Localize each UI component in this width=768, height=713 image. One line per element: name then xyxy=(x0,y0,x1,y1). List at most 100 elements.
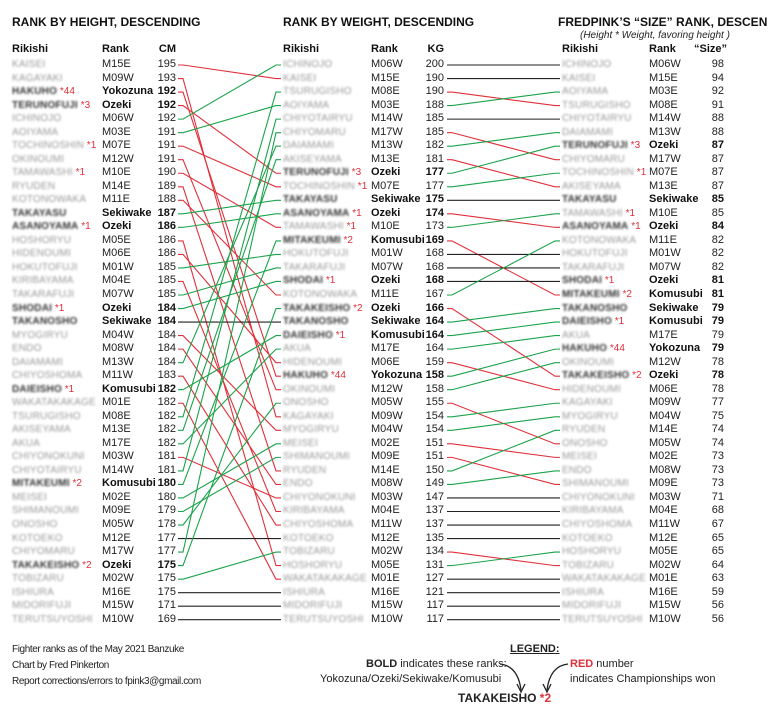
rank-change-line xyxy=(447,429,560,472)
rikishi-name: KAGAYAKI xyxy=(562,396,613,409)
rikishi-name: ICHINOJO xyxy=(12,112,61,125)
rikishi-name-text: KAISEI xyxy=(12,59,46,70)
rikishi-name-text: TAKANOSHO xyxy=(12,316,78,328)
rikishi-name-text: KOTONOWAKA xyxy=(283,289,358,300)
rank-change-line xyxy=(178,335,281,431)
rikishi-rank: M03E xyxy=(102,125,131,138)
rikishi-rank: M04E xyxy=(649,504,678,517)
rikishi-name-text: HAKUHO xyxy=(283,370,329,382)
rank-change-line xyxy=(178,240,281,567)
rank-change-line xyxy=(178,348,281,485)
rikishi-value: 154 xyxy=(425,423,444,436)
rikishi-rank: M07W xyxy=(649,260,681,273)
rikishi-rank: Ozeki xyxy=(102,301,132,314)
rikishi-value: 71 xyxy=(711,490,724,503)
rikishi-value: 181 xyxy=(157,463,176,476)
rikishi-name-text: CHIYOSHOMA xyxy=(562,519,633,531)
rikishi-name: RYUDEN xyxy=(283,464,326,477)
rikishi-value: 168 xyxy=(425,274,444,287)
rikishi-rank: Ozeki xyxy=(371,301,401,314)
championships-count: *44 xyxy=(57,86,75,98)
rikishi-rank: M04W xyxy=(371,423,403,436)
rikishi-name-text: AOIYAMA xyxy=(283,99,330,111)
rikishi-value: 164 xyxy=(425,342,444,355)
rikishi-rank: M07W xyxy=(371,260,403,273)
championships-count: *1 xyxy=(61,383,75,395)
rikishi-name: CHIYOMARU xyxy=(12,545,75,558)
rikishi-name-text: TAKAYASU xyxy=(12,207,67,219)
rikishi-name: AKISEYAMA xyxy=(562,180,621,193)
rikishi-rank: M07E xyxy=(649,166,678,179)
rikishi-name: CHIYOSHOMA xyxy=(562,518,632,531)
rikishi-name: DAIEISHO *1 xyxy=(283,329,345,342)
rikishi-rank: M03W xyxy=(649,490,681,503)
legend-title: LEGEND: xyxy=(510,643,560,655)
rikishi-name: OKINOUMI xyxy=(283,383,335,396)
rikishi-value: 168 xyxy=(425,260,444,273)
rikishi-value: 192 xyxy=(157,112,176,125)
panel-subtitle: (Height * Weight, favoring height ) xyxy=(580,30,730,41)
rikishi-name-text: TOBIZARU xyxy=(12,573,64,585)
legend-red-word: RED xyxy=(570,658,594,670)
rikishi-value: 192 xyxy=(157,98,176,111)
rikishi-rank: M04E xyxy=(371,504,400,517)
rank-change-line xyxy=(178,402,281,580)
rikishi-name: WAKATAKAKAGE xyxy=(12,396,96,409)
rikishi-value: 189 xyxy=(157,179,176,192)
rikishi-name-text: HAKUHO xyxy=(562,343,608,355)
rikishi-name: ICHINOJO xyxy=(283,58,332,71)
rikishi-name-text: HAKUHO xyxy=(12,86,58,98)
rikishi-rank: M04W xyxy=(102,328,134,341)
rikishi-name-text: KIRIBAYAMA xyxy=(283,505,345,517)
rikishi-name-text: DAIAMAMI xyxy=(283,140,335,152)
rikishi-name-text: MITAKEUMI xyxy=(283,234,341,246)
championships-count: *1 xyxy=(52,302,65,314)
rikishi-rank: M05E xyxy=(649,545,678,558)
rank-change-line xyxy=(178,118,281,472)
rikishi-rank: M17E xyxy=(649,328,678,341)
header-value: KG xyxy=(427,43,445,55)
championships-count: *3 xyxy=(77,99,91,111)
rikishi-value: 94 xyxy=(711,71,724,84)
rikishi-rank: M02E xyxy=(102,490,131,503)
rikishi-rank: M17E xyxy=(102,436,131,449)
rikishi-rank: M02E xyxy=(649,450,678,463)
rank-change-line xyxy=(178,348,281,445)
rikishi-value: 79 xyxy=(711,328,724,341)
rikishi-name: MITAKEUMI *2 xyxy=(12,477,82,490)
rikishi-name: MIDORIFUJI xyxy=(12,599,71,612)
rikishi-name: KAISEI xyxy=(562,72,595,85)
rank-change-line xyxy=(178,307,281,567)
championships-count: *2 xyxy=(629,370,642,382)
rikishi-name: SHIMANOUMI xyxy=(12,504,79,517)
rikishi-name-text: KAISEI xyxy=(283,72,317,84)
rank-change-line xyxy=(178,267,281,296)
rikishi-value: 92 xyxy=(711,85,724,98)
rikishi-name: CHIYONOKUNI xyxy=(283,491,356,504)
championships-count: *1 xyxy=(634,167,647,179)
rikishi-rank: M10E xyxy=(102,166,131,179)
rikishi-value: 91 xyxy=(711,98,724,111)
rikishi-value: 147 xyxy=(425,490,444,503)
rikishi-rank: M11E xyxy=(649,233,677,246)
rikishi-value: 56 xyxy=(711,612,724,625)
rikishi-rank: M07W xyxy=(102,288,134,300)
rikishi-value: 158 xyxy=(425,382,444,395)
rikishi-value: 158 xyxy=(425,369,444,382)
rikishi-value: 191 xyxy=(157,139,176,152)
rikishi-name: RYUDEN xyxy=(12,180,55,193)
rikishi-name: ISHIURA xyxy=(283,586,325,599)
rikishi-rank: M09E xyxy=(102,504,131,517)
rikishi-value: 190 xyxy=(157,166,176,179)
legend-example-champ: *2 xyxy=(539,691,552,705)
rank-change-line xyxy=(447,416,560,431)
rikishi-value: 182 xyxy=(157,382,176,395)
rikishi-rank: M10E xyxy=(649,206,678,219)
rikishi-rank: M02W xyxy=(649,558,681,571)
rikishi-rank: M15W xyxy=(371,599,403,612)
rikishi-name: MEISEI xyxy=(12,491,47,504)
rikishi-name: KOTONOWAKA xyxy=(562,234,636,247)
rikishi-rank: M03W xyxy=(371,490,403,503)
panel-title: RANK BY HEIGHT, DESCENDING xyxy=(12,15,201,29)
